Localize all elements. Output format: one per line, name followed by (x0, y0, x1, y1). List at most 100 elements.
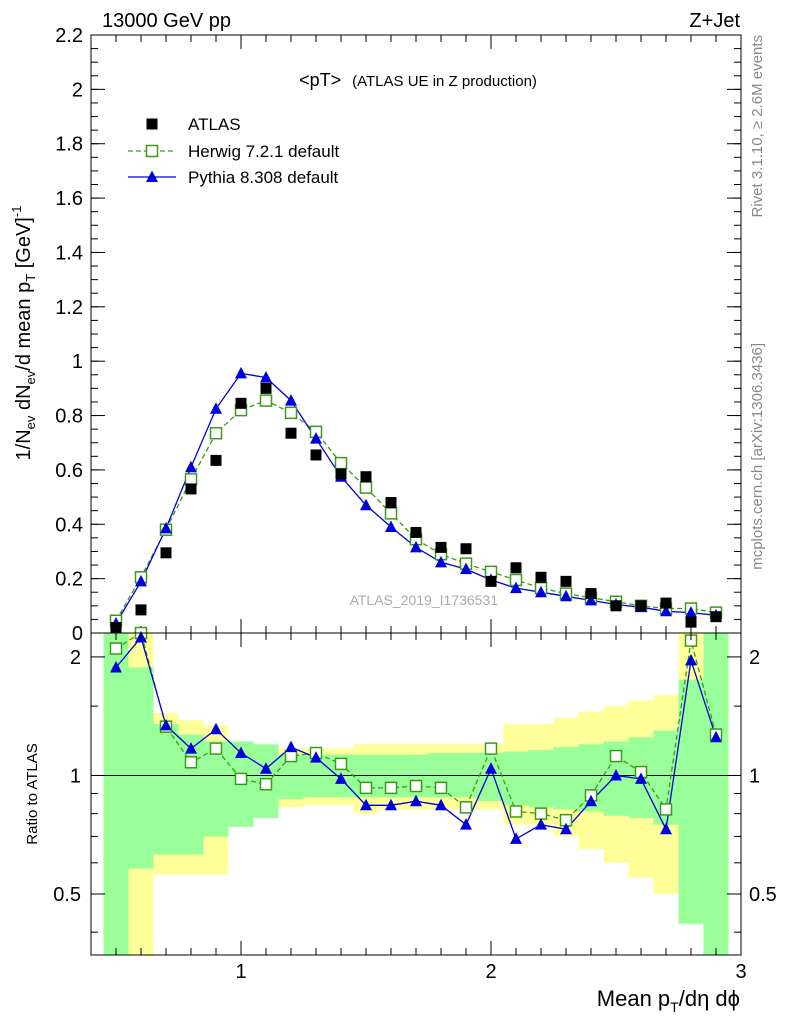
ratio-y-tick-label-right: 1 (749, 765, 760, 787)
ratio-herwig-point (434, 781, 448, 795)
ratio-herwig-point (384, 781, 398, 795)
x-tick-label: 3 (735, 961, 746, 983)
ratio-pythia-point (560, 822, 572, 835)
atlas-point (635, 600, 647, 612)
ratio-pythia-point (485, 762, 497, 774)
pythia-line (115, 372, 717, 624)
pythia-point (585, 593, 597, 606)
ratio-herwig-point (484, 742, 498, 755)
pythia-point (310, 432, 322, 444)
ratio-herwig-point (259, 777, 273, 791)
main-y-axis-label-part: 1/N (13, 429, 35, 460)
ratio-pythia-point (210, 722, 222, 735)
ratio-herwig-point (409, 779, 423, 793)
ratio-band-inner (103, 633, 129, 955)
ratio-pythia-point (160, 718, 172, 731)
ratio-pythia-point (660, 822, 672, 835)
main-panel: <pT> (ATLAS UE in Z production) ATLAS_20… (9, 25, 742, 645)
atlas-point (210, 454, 222, 466)
pythia-point (535, 585, 547, 598)
legend: ATLAS Herwig 7.2.1 default Pythia 8.308 de… (128, 115, 339, 187)
ratio-band-inner (128, 667, 154, 869)
ratio-pythia-point (685, 653, 697, 666)
main-y-tick-label: 0.2 (55, 569, 83, 591)
legend-pythia-marker (146, 170, 158, 182)
pythia-point (285, 394, 297, 406)
ratio-pythia-point (510, 832, 522, 844)
ratio-pythia-point (635, 772, 647, 784)
pythia-point (235, 366, 247, 379)
pythia-point (135, 574, 147, 587)
herwig-point (334, 456, 348, 470)
ratio-herwig-point (534, 807, 548, 820)
atlas-point (285, 427, 297, 439)
x-axis-label-part: Mean p (597, 986, 670, 1011)
herwig-point (359, 481, 373, 494)
ratio-pythia-point (535, 818, 547, 830)
ratio-y-tick-label-right: 0.5 (749, 884, 777, 906)
main-y-axis-label-part: -1 (9, 206, 24, 218)
herwig-point (384, 507, 398, 520)
atlas-point (535, 571, 547, 583)
ratio-pythia-point (260, 762, 272, 774)
ratio-panel: 0.5 0.5 1 1 2 2 1 2 3 Ratio to ATLAS Mean pT/dη … (24, 626, 777, 1015)
main-y-tick-label: 0 (72, 623, 83, 645)
ratio-herwig-point (659, 803, 673, 816)
main-y-tick-label: 1.4 (55, 242, 83, 264)
pythia-point (410, 540, 422, 553)
pythia-point (660, 604, 672, 617)
main-y-axis-label: 1/Nev dNev/d mean pT [GeV]-1 (9, 206, 38, 461)
legend-label: Herwig 7.2.1 default (188, 142, 339, 161)
ratio-herwig-point (334, 757, 348, 771)
main-y-axis-label-part: /d mean p (13, 282, 35, 371)
main-y-tick-label: 1 (72, 351, 83, 373)
atlas-point (660, 597, 672, 609)
ratio-band-inner (178, 734, 204, 855)
ratio-y-axis-label: Ratio to ATLAS (24, 743, 41, 844)
herwig-point (259, 394, 273, 407)
ratio-herwig-point (359, 781, 373, 795)
herwig-point (209, 426, 223, 440)
atlas-point (510, 562, 522, 574)
atlas-point (260, 382, 272, 394)
ratio-herwig-point (109, 642, 123, 655)
ratio-pythia-point (460, 818, 472, 830)
main-y-tick-label: 1.8 (55, 134, 83, 156)
rivet-label: Rivet 3.1.10, ≥ 2.6M events (749, 35, 766, 218)
atlas-point (410, 526, 422, 538)
x-tick-label: 1 (235, 961, 246, 983)
atlas-point (385, 497, 397, 509)
ratio-band-inner (153, 724, 179, 855)
ratio-y-tick-label: 0.5 (53, 884, 81, 906)
ratio-pythia-point (285, 740, 297, 753)
legend-herwig-marker (145, 144, 159, 158)
x-axis-label-part: /dη dϕ (679, 986, 740, 1011)
ratio-pythia-point (610, 768, 622, 781)
atlas-point (485, 575, 497, 587)
main-title-main: <pT> (299, 70, 341, 90)
ratio-herwig-point (609, 749, 623, 763)
main-y-axis-label-part: ev (23, 370, 38, 384)
ratio-pythia-point (410, 794, 422, 807)
main-y-axis-label-part: T (23, 274, 38, 282)
pythia-point (685, 606, 697, 618)
main-y-tick-label: 0.4 (55, 514, 83, 536)
main-title-sub: (ATLAS UE in Z production) (352, 73, 537, 90)
ratio-y-tick-label: 2 (70, 647, 81, 669)
x-tick-label: 2 (485, 961, 496, 983)
pythia-point (360, 498, 372, 511)
x-axis-label: Mean pT/dη dϕ (597, 986, 740, 1015)
main-y-axis-label-part: dN (13, 384, 35, 415)
pythia-point (260, 370, 272, 383)
pythia-point (435, 555, 447, 568)
ratio-y-tick-label-right: 2 (749, 647, 760, 669)
ratio-herwig-point (284, 749, 298, 763)
atlas-point (610, 600, 622, 612)
mcplots-label: mcplots.cern.ch [arXiv:1306.3436] (749, 343, 766, 570)
atlas-point (310, 449, 322, 461)
atlas-point (710, 611, 722, 623)
ratio-band-inner (703, 633, 729, 955)
ratio-pythia-point (335, 772, 347, 784)
main-y-tick-label: 0.8 (55, 406, 83, 428)
